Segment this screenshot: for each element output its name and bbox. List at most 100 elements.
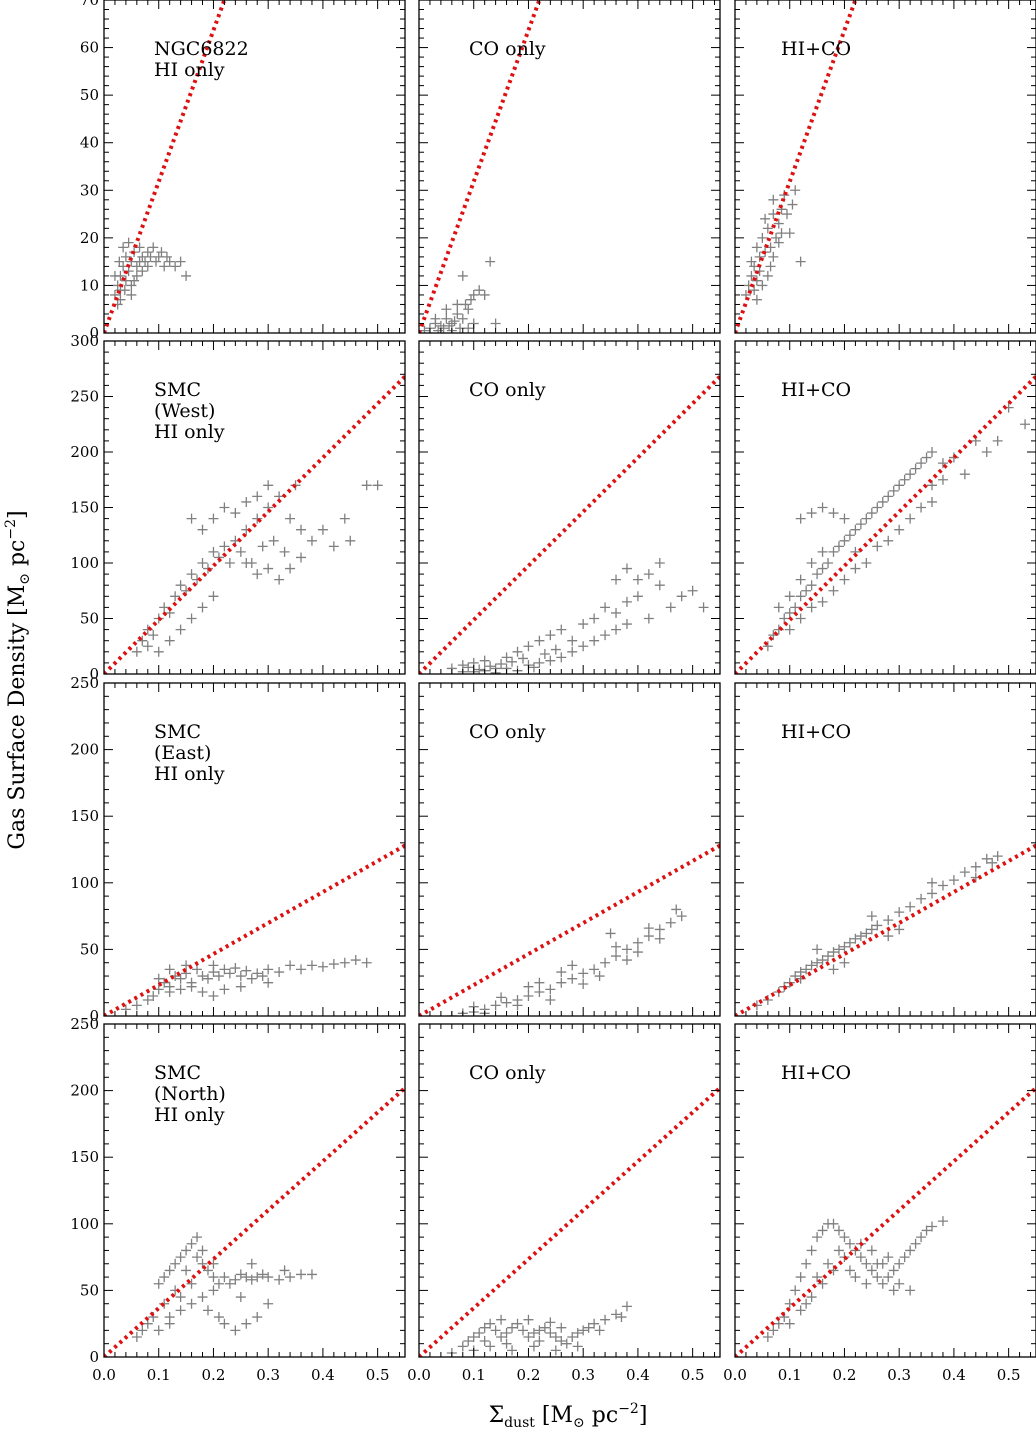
data-point (894, 907, 905, 918)
data-point (274, 574, 285, 585)
data-point (762, 641, 773, 652)
data-point (186, 1238, 197, 1249)
y-tick-label: 150 (70, 1148, 99, 1166)
panel-r3-c1: 0.0 0.1 0.2 0.3 0.4 0.5 CO only (407, 1023, 721, 1384)
data-point (671, 904, 682, 915)
data-point (306, 960, 317, 971)
panel-r0-c1: CO only (418, 0, 721, 334)
data-point (823, 558, 834, 568)
data-point (534, 1336, 545, 1347)
x-tick-label: 0.2 (833, 1366, 857, 1384)
data-point (545, 984, 556, 995)
data-point (545, 655, 556, 666)
data-point (457, 1341, 468, 1352)
data-point (812, 1232, 823, 1243)
data-point (219, 1272, 230, 1283)
data-point (219, 541, 230, 552)
data-point (534, 987, 545, 998)
data-point (883, 931, 894, 942)
y-tick-label: 20 (80, 229, 99, 247)
data-point (156, 247, 167, 258)
data-point (114, 256, 125, 267)
data-point (567, 1332, 578, 1343)
data-point (779, 613, 790, 624)
data-point (773, 237, 784, 248)
data-point (142, 261, 153, 272)
scatter-points (740, 185, 806, 305)
panel-annotation: CO only (469, 721, 546, 743)
y-tick-label: 300 (70, 332, 99, 350)
data-point (230, 1325, 241, 1336)
panel-annotation: (West) (154, 400, 215, 422)
axis-ticks (103, 340, 405, 675)
data-point (463, 323, 474, 333)
data-point (285, 513, 296, 524)
data-point (611, 574, 622, 585)
data-point (131, 1000, 142, 1011)
data-point (828, 585, 839, 596)
fit-line (419, 375, 720, 674)
data-point (959, 867, 970, 878)
data-point (687, 585, 698, 596)
data-point (654, 580, 665, 591)
data-point (833, 1245, 844, 1256)
data-point (589, 964, 600, 975)
data-point (790, 1285, 801, 1296)
data-point (224, 1278, 235, 1289)
data-point (589, 635, 600, 646)
data-point (948, 452, 959, 463)
data-point (839, 513, 850, 524)
data-point (823, 951, 834, 962)
data-point (496, 1314, 507, 1325)
data-point (784, 591, 795, 602)
data-point (757, 232, 768, 243)
data-point (186, 1278, 197, 1289)
data-point (567, 646, 578, 657)
data-point (905, 1285, 916, 1296)
data-point (910, 1238, 921, 1249)
data-point (164, 635, 175, 646)
fit-line (735, 1086, 1036, 1357)
panel-frame (103, 0, 406, 334)
data-point (230, 508, 241, 519)
data-point (474, 664, 485, 674)
data-point (186, 613, 197, 624)
data-point (888, 1285, 899, 1296)
data-point (578, 641, 589, 652)
data-point (109, 270, 120, 281)
data-point (123, 237, 134, 248)
data-point (296, 552, 307, 563)
data-point (164, 1265, 175, 1276)
data-point (285, 563, 296, 574)
data-point (866, 924, 877, 935)
data-point (507, 1345, 518, 1356)
data-point (883, 491, 894, 502)
fit-line (419, 0, 542, 333)
panel-annotation: (East) (154, 742, 211, 764)
axis-ticks (103, 1023, 405, 1358)
data-point (556, 624, 567, 635)
data-point (855, 1252, 866, 1263)
scatter-points (762, 402, 1036, 652)
panel-annotation: HI only (154, 1104, 225, 1126)
data-point (801, 1258, 812, 1269)
data-point (153, 984, 164, 995)
data-point (643, 613, 654, 624)
data-point (512, 646, 523, 657)
data-point (765, 261, 776, 272)
data-point (224, 968, 235, 979)
data-point (905, 469, 916, 480)
data-point (850, 524, 861, 535)
data-point (202, 973, 213, 984)
data-point (296, 1269, 307, 1280)
data-point (762, 270, 773, 281)
panel-frame (734, 682, 1036, 1017)
y-tick-label: 0 (89, 1007, 99, 1025)
panel-annotation: CO only (469, 38, 546, 60)
data-point (219, 1318, 230, 1329)
axis-ticks (418, 1023, 720, 1358)
data-point (621, 596, 632, 607)
data-point (616, 1312, 627, 1323)
data-point (512, 1000, 523, 1011)
panel-annotation: HI only (154, 59, 225, 81)
